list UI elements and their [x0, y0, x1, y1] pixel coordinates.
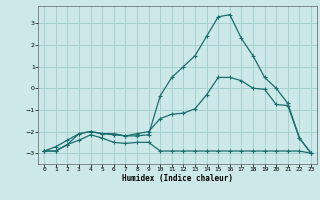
X-axis label: Humidex (Indice chaleur): Humidex (Indice chaleur)	[122, 174, 233, 183]
